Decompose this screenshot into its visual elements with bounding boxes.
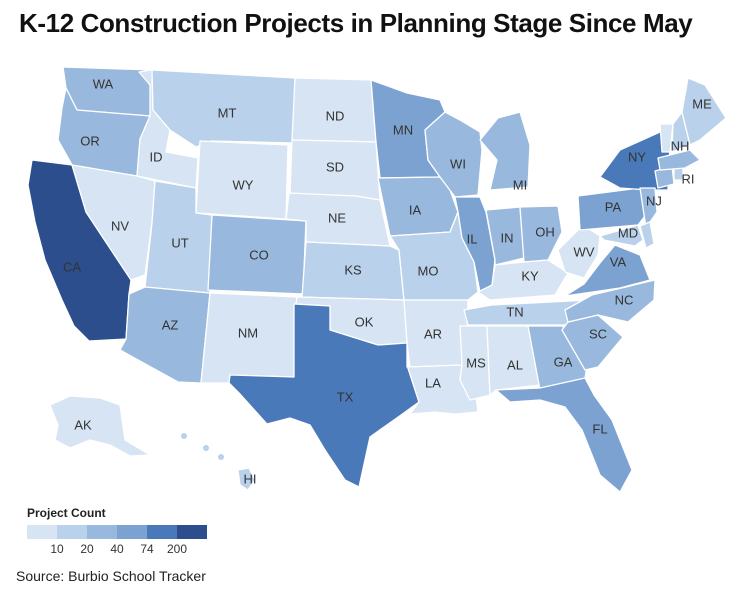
state-in — [485, 206, 525, 266]
state-label-az: AZ — [162, 317, 179, 332]
state-label-la: LA — [425, 375, 441, 390]
state-label-mo: MO — [418, 263, 439, 278]
state-label-nj: NJ — [646, 193, 662, 208]
state-nj — [639, 187, 658, 229]
state-de — [639, 221, 655, 249]
hawaii-island — [181, 433, 187, 439]
state-label-wy: WY — [233, 177, 254, 192]
state-label-mn: MN — [393, 122, 413, 137]
state-label-nh: NH — [671, 138, 690, 153]
state-label-pa: PA — [605, 199, 622, 214]
state-label-ny: NY — [628, 149, 646, 164]
legend-color-bar — [27, 525, 207, 539]
state-label-ok: OK — [355, 314, 374, 329]
state-label-ca: CA — [63, 259, 81, 274]
legend-swatch — [147, 525, 177, 539]
state-oh — [519, 205, 563, 263]
state-wv — [557, 224, 601, 279]
state-ky — [477, 259, 569, 301]
state-label-sd: SD — [326, 159, 344, 174]
legend-swatch — [57, 525, 87, 539]
hawaii-island — [218, 454, 224, 460]
map-title: K-12 Construction Projects in Planning S… — [19, 8, 693, 38]
state-label-nv: NV — [111, 218, 129, 233]
state-label-il: IL — [467, 231, 478, 246]
state-label-id: ID — [150, 149, 163, 164]
legend-swatch — [87, 525, 117, 539]
state-label-al: AL — [507, 357, 523, 372]
state-shapes — [27, 66, 727, 493]
state-label-or: OR — [80, 133, 100, 148]
state-ma — [657, 149, 701, 171]
state-label-fl: FL — [592, 421, 607, 436]
state-label-co: CO — [249, 247, 269, 262]
state-nc — [564, 279, 656, 323]
state-az — [119, 286, 211, 384]
state-label-mi: MI — [513, 177, 527, 192]
state-label-wi: WI — [450, 156, 466, 171]
state-label-me: ME — [692, 96, 712, 111]
legend-tick-label: 20 — [80, 542, 94, 556]
state-wi — [424, 111, 483, 198]
state-label-ms: MS — [466, 355, 486, 370]
state-label-ri: RI — [682, 171, 695, 186]
state-al — [486, 325, 541, 396]
legend-swatch — [27, 525, 57, 539]
state-label-va: VA — [610, 254, 627, 269]
legend-tick-label: 74 — [140, 542, 154, 556]
state-labels: WA OR CA ID NV MT WY UT AZ CO NM ND SD NE KS OK TX MN IA MO… — [63, 76, 712, 486]
state-md — [599, 224, 644, 247]
state-label-nc: NC — [615, 292, 634, 307]
state-label-ut: UT — [171, 235, 188, 250]
state-label-tn: TN — [506, 304, 523, 319]
hawaii-island — [203, 445, 209, 451]
legend-title: Project Count — [27, 506, 106, 520]
legend-swatch — [177, 525, 207, 539]
state-label-sc: SC — [589, 326, 607, 341]
state-label-wv: WV — [574, 244, 595, 259]
state-label-tx: TX — [337, 389, 354, 404]
state-label-mt: MT — [218, 105, 237, 120]
state-me — [681, 77, 727, 146]
state-mo — [389, 211, 479, 301]
state-label-nm: NM — [238, 325, 258, 340]
state-label-hi: HI — [244, 471, 257, 486]
state-label-ia: IA — [409, 202, 422, 217]
state-label-ky: KY — [521, 268, 539, 283]
state-mi — [479, 111, 531, 191]
state-label-ga: GA — [554, 354, 573, 369]
legend-tick-labels: 10 20 40 74 200 — [27, 539, 207, 557]
state-label-oh: OH — [535, 224, 555, 239]
state-label-ar: AR — [424, 326, 442, 341]
state-label-in: IN — [501, 230, 514, 245]
state-label-wa: WA — [93, 76, 114, 91]
legend: Project Count 10 20 40 74 200 — [27, 506, 207, 557]
legend-tick-label: 200 — [166, 542, 188, 556]
legend-tick-label: 10 — [50, 542, 64, 556]
state-hi — [237, 467, 256, 491]
state-ak — [49, 395, 151, 457]
state-fl — [495, 377, 633, 493]
legend-tick-label: 40 — [110, 542, 124, 556]
state-label-ne: NE — [328, 210, 346, 225]
legend-swatch — [117, 525, 147, 539]
state-vt — [659, 123, 674, 153]
source-note: Source: Burbio School Tracker — [16, 568, 206, 584]
state-label-nd: ND — [326, 108, 345, 123]
state-label-ks: KS — [344, 262, 362, 277]
state-label-md: MD — [618, 225, 638, 240]
state-label-ak: AK — [74, 417, 92, 432]
state-va — [564, 244, 651, 297]
state-nv — [71, 164, 156, 281]
state-tx — [228, 303, 420, 488]
